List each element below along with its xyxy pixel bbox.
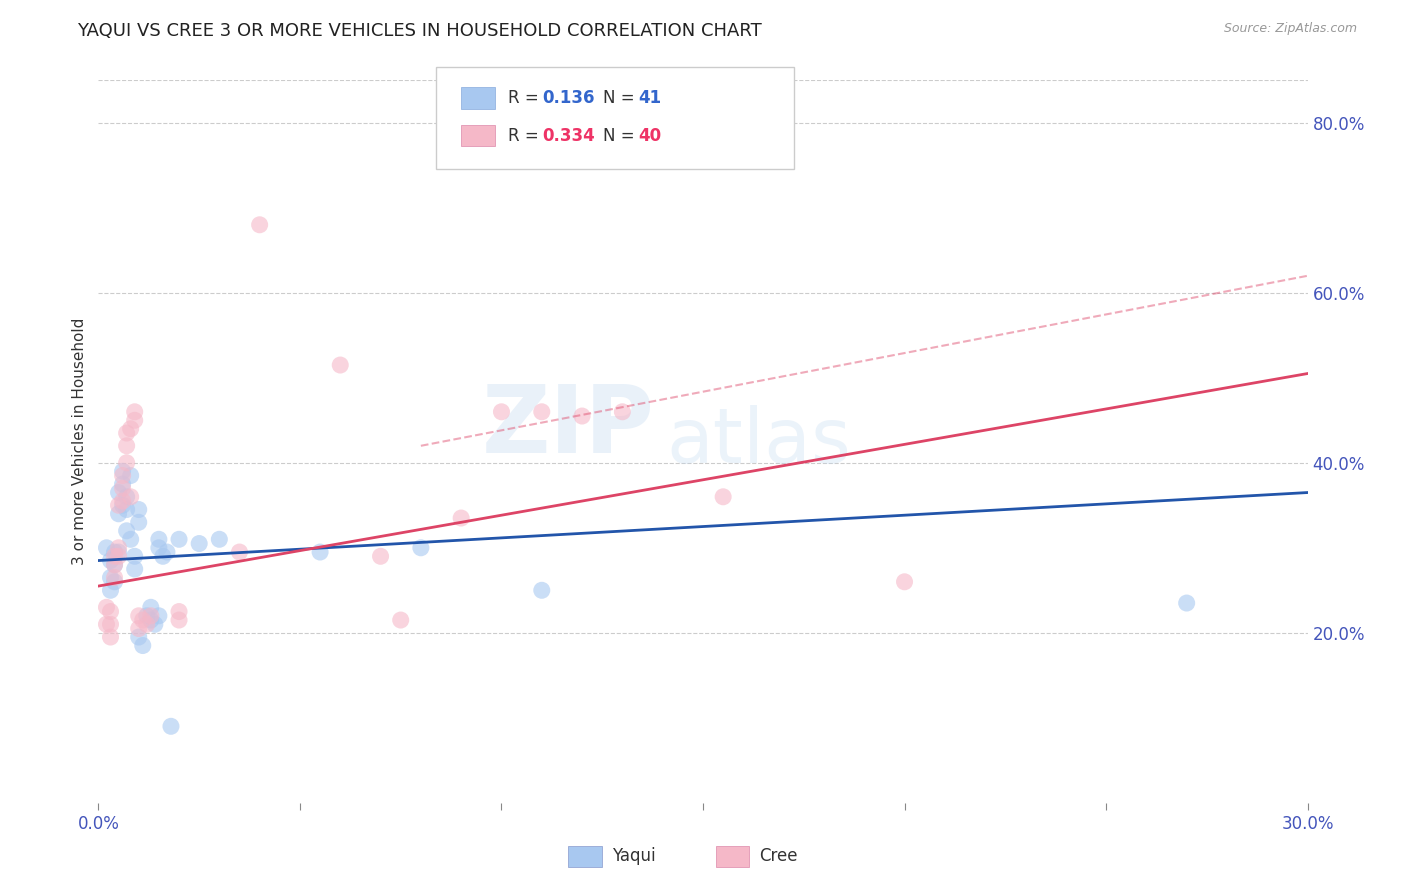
Text: YAQUI VS CREE 3 OR MORE VEHICLES IN HOUSEHOLD CORRELATION CHART: YAQUI VS CREE 3 OR MORE VEHICLES IN HOUS… (77, 22, 762, 40)
Point (115, 524, 138, 538)
Point (107, 549, 129, 564)
Point (389, 613, 412, 627)
Point (711, 490, 734, 504)
Point (124, 413, 146, 427)
Point (111, 477, 134, 491)
Text: R =: R = (508, 89, 544, 107)
Point (103, 570, 125, 584)
Point (103, 549, 125, 564)
Point (120, 533, 142, 547)
Point (100, 570, 122, 584)
Point (107, 485, 129, 500)
Point (115, 425, 138, 440)
Text: 0.334: 0.334 (543, 127, 596, 145)
Point (208, 533, 231, 547)
Text: N =: N = (603, 127, 640, 145)
Text: R =: R = (508, 127, 544, 145)
Point (124, 562, 146, 576)
Point (329, 358, 352, 372)
Point (100, 605, 122, 619)
Point (115, 490, 138, 504)
Point (107, 541, 129, 555)
Point (96, 600, 118, 615)
Point (124, 549, 146, 564)
Point (103, 558, 125, 572)
Point (228, 545, 250, 559)
Point (139, 608, 162, 623)
Text: Cree: Cree (759, 847, 797, 865)
Point (132, 639, 155, 653)
Point (249, 218, 271, 232)
Point (450, 511, 472, 525)
Point (409, 541, 432, 555)
Text: Yaqui: Yaqui (612, 847, 655, 865)
Text: 41: 41 (638, 89, 661, 107)
Point (167, 605, 190, 619)
Point (96, 617, 118, 632)
Point (167, 613, 190, 627)
Point (148, 541, 170, 555)
Point (188, 536, 211, 550)
Text: atlas: atlas (666, 405, 852, 478)
Point (111, 481, 134, 495)
Point (148, 608, 170, 623)
Point (100, 553, 122, 567)
Point (1175, 596, 1198, 610)
Point (111, 494, 134, 508)
Point (128, 608, 150, 623)
Point (115, 439, 138, 453)
Point (139, 613, 162, 627)
Point (115, 502, 138, 516)
Point (120, 490, 142, 504)
Point (107, 507, 129, 521)
Point (128, 502, 150, 516)
Y-axis label: 3 or more Vehicles in Household: 3 or more Vehicles in Household (72, 318, 87, 566)
Point (309, 545, 332, 559)
Text: N =: N = (603, 89, 640, 107)
Point (143, 617, 166, 632)
Point (167, 533, 190, 547)
Point (115, 456, 138, 470)
Point (100, 617, 122, 632)
Point (148, 533, 170, 547)
Point (107, 545, 129, 559)
Point (132, 613, 155, 627)
Point (135, 617, 157, 632)
Point (156, 545, 179, 559)
Point (111, 464, 134, 478)
Point (571, 409, 593, 423)
Point (124, 405, 146, 419)
Point (139, 600, 162, 615)
Point (107, 498, 129, 512)
Point (111, 468, 134, 483)
Point (103, 545, 125, 559)
Point (96, 541, 118, 555)
Point (128, 516, 150, 530)
Point (100, 630, 122, 644)
Point (100, 583, 122, 598)
Point (120, 468, 142, 483)
Point (103, 558, 125, 572)
Point (530, 405, 553, 419)
Text: ZIP: ZIP (482, 381, 655, 473)
Text: 0.136: 0.136 (543, 89, 595, 107)
Point (135, 608, 157, 623)
Point (120, 422, 142, 436)
Point (128, 622, 150, 636)
Point (612, 405, 634, 419)
Text: 40: 40 (638, 127, 661, 145)
Point (128, 630, 150, 644)
Point (530, 583, 553, 598)
Point (893, 574, 915, 589)
Point (370, 549, 392, 564)
Point (160, 719, 183, 733)
Text: Source: ZipAtlas.com: Source: ZipAtlas.com (1223, 22, 1357, 36)
Point (103, 574, 125, 589)
Point (111, 498, 134, 512)
Point (491, 405, 513, 419)
Point (152, 549, 174, 564)
